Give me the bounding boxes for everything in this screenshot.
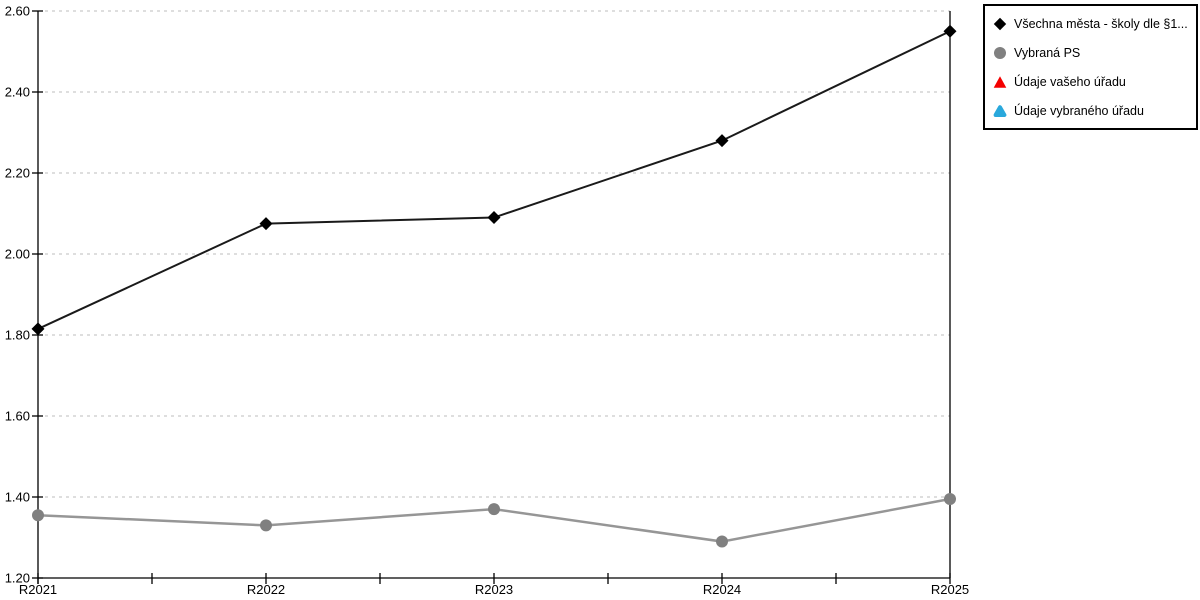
legend: Všechna města - školy dle §1... Vybraná … (983, 4, 1198, 130)
y-tick-label: 1.60 (5, 409, 30, 424)
series-line (37, 30, 951, 330)
series-marker (715, 134, 729, 148)
legend-item-label: Všechna města - školy dle §1... (1014, 16, 1188, 31)
legend-item-label: Údaje vašeho úřadu (1014, 74, 1126, 89)
series-marker (716, 535, 728, 548)
diamond-icon (993, 17, 1007, 31)
y-tick-label: 1.20 (5, 571, 30, 586)
series-marker (260, 519, 272, 532)
legend-item: Vybraná PS (993, 38, 1190, 67)
series-marker (488, 503, 500, 516)
y-tick-label: 2.00 (5, 247, 30, 262)
legend-item: Údaje vybraného úřadu (993, 96, 1190, 125)
series-marker (944, 493, 956, 506)
y-tick-label: 2.40 (5, 85, 30, 100)
y-tick-label: 2.60 (5, 4, 30, 19)
series-marker (31, 322, 45, 336)
x-tick-label: R2022 (247, 582, 285, 597)
rounded-triangle-icon (993, 104, 1007, 118)
x-tick-label: R2021 (19, 582, 57, 597)
legend-item-label: Údaje vybraného úřadu (1014, 103, 1144, 118)
y-tick-label: 1.40 (5, 490, 30, 505)
legend-item-label: Vybraná PS (1014, 45, 1081, 60)
y-tick-label: 2.20 (5, 166, 30, 181)
circle-icon (993, 46, 1007, 60)
series-marker (32, 509, 44, 522)
series-marker (943, 24, 957, 38)
y-tick-label: 1.80 (5, 328, 30, 343)
x-tick-label: R2025 (931, 582, 969, 597)
legend-item: Všechna města - školy dle §1... (993, 9, 1190, 38)
triangle-icon (993, 75, 1007, 89)
series-marker (487, 211, 501, 225)
x-tick-label: R2023 (475, 582, 513, 597)
x-tick-label: R2024 (703, 582, 741, 597)
series-marker (259, 217, 273, 231)
legend-item: Údaje vašeho úřadu (993, 67, 1190, 96)
